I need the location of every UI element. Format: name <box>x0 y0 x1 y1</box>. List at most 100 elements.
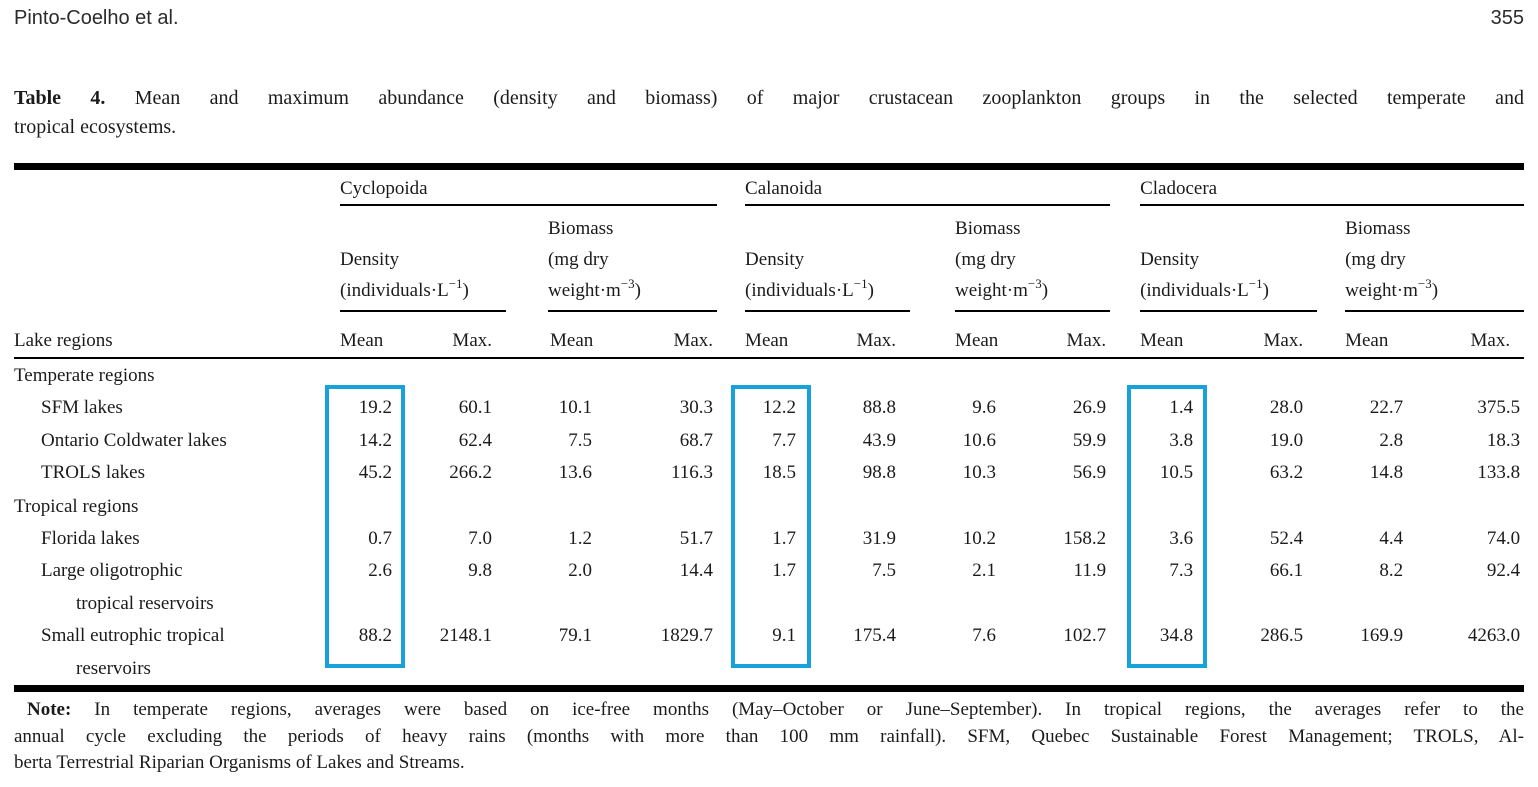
biomass-header: Biomass (mg dry weight·m−3) <box>548 213 718 312</box>
mean-column-header: Mean <box>340 330 384 351</box>
cell-value: 1.7 <box>772 527 797 549</box>
mean-column-header: Mean <box>550 330 594 351</box>
cell-value: 14.2 <box>358 429 392 451</box>
cell-value: 62.4 <box>458 429 492 451</box>
cell-value: 1829.7 <box>660 625 714 646</box>
cell-value: 13.6 <box>558 462 592 483</box>
cell-value: 56.9 <box>1072 462 1107 483</box>
biomass-label: Biomass <box>1345 218 1411 239</box>
cell-value: 98.8 <box>862 462 897 483</box>
cell-value: 10.6 <box>962 429 997 451</box>
cell-value: 116.3 <box>671 462 714 483</box>
cell-value: 79.1 <box>558 625 592 646</box>
note-line1-text: In temperate regions, averages were base… <box>71 699 1524 720</box>
table-row: Small eutrophic tropical reservoirs 88.2 21… <box>14 620 1524 685</box>
biomass-header: Biomass (mg dry weight·m−3) <box>1345 213 1525 312</box>
cell-value: 10.3 <box>962 462 997 483</box>
cell-value: 22.7 <box>1369 397 1404 418</box>
cell-value: 19.0 <box>1269 429 1304 451</box>
cell-value: 266.2 <box>449 462 492 483</box>
cell-value: 2.0 <box>568 560 592 581</box>
biomass-unit-post: ) <box>1041 280 1049 301</box>
cell-value: 1.2 <box>568 527 592 549</box>
mean-column-header: Mean <box>1140 330 1184 351</box>
cell-value: 31.9 <box>862 527 897 549</box>
row-label: SFM lakes <box>14 392 340 425</box>
mean-column-header: Mean <box>955 330 999 351</box>
cell-value: 4263.0 <box>1467 625 1521 646</box>
cell-value: 19.2 <box>358 397 392 418</box>
biomass-unit-line1: (mg dry <box>548 249 609 270</box>
mean-column-header: Mean <box>745 330 789 351</box>
data-table: Cyclopoida Calanoida Cladocera Density (… <box>14 170 1525 685</box>
cell-value: 10.1 <box>558 397 592 418</box>
density-unit-exp: −1 <box>448 275 463 291</box>
row-label: Ontario Coldwater lakes <box>14 425 340 458</box>
biomass-header: Biomass (mg dry weight·m−3) <box>955 213 1111 312</box>
max-column-header: Max. <box>452 330 492 351</box>
highlight-box-cladocera-mean-density <box>1127 385 1207 668</box>
density-unit: (individuals·L−1) <box>1140 275 1317 306</box>
cell-value: 30.3 <box>679 397 714 418</box>
cell-value: 60.1 <box>458 397 492 418</box>
cell-value: 286.5 <box>1260 625 1304 646</box>
density-unit-pre: (individuals·L <box>745 280 854 301</box>
cell-value: 74.0 <box>1486 527 1521 549</box>
group-header-cladocera: Cladocera <box>1140 177 1525 206</box>
cell-value: 9.8 <box>468 560 492 581</box>
density-label: Density <box>745 249 805 270</box>
table-note: Note: In temperate regions, averages wer… <box>14 697 1524 777</box>
cell-value: 45.2 <box>358 462 392 483</box>
cell-value: 7.0 <box>468 527 492 549</box>
cell-value: 34.8 <box>1159 625 1194 646</box>
biomass-unit-pre: weight·m <box>955 280 1028 301</box>
row-label-line1: Florida lakes <box>41 527 140 549</box>
row-label-line2: tropical reservoirs <box>76 592 214 614</box>
section-label: Tropical regions <box>14 495 139 517</box>
cell-value: 63.2 <box>1269 462 1304 483</box>
cell-value: 92.4 <box>1486 560 1521 581</box>
cell-value: 26.9 <box>1072 397 1107 418</box>
row-label-line2: reservoirs <box>76 657 151 679</box>
cell-value: 7.3 <box>1169 560 1194 581</box>
note-line2: annual cycle excluding the periods of he… <box>14 725 1524 747</box>
density-unit-exp: −1 <box>1248 275 1263 291</box>
density-unit-exp: −1 <box>853 275 868 291</box>
density-unit-post: ) <box>1262 280 1269 301</box>
cell-value: 2.8 <box>1379 429 1404 451</box>
cell-value: 51.7 <box>679 527 714 549</box>
highlight-box-calanoida-mean-density <box>731 385 811 668</box>
biomass-unit-pre: weight·m <box>548 280 621 301</box>
cell-value: 7.5 <box>872 560 897 581</box>
table-row: Large oligotrophic tropical reservoirs 2.6… <box>14 555 1524 620</box>
note-line3: berta Terrestrial Riparian Organisms of … <box>14 752 465 773</box>
row-label-line1: TROLS lakes <box>41 462 145 483</box>
table-row: TROLS lakes 45.2 266.2 13.6 116.3 18.5 98.8 10.… <box>14 457 1524 490</box>
biomass-unit-line1: (mg dry <box>1345 249 1406 270</box>
cell-value: 10.2 <box>962 527 997 549</box>
max-column-header: Max. <box>1470 330 1511 351</box>
cell-value: 1.4 <box>1169 397 1194 418</box>
running-head: Pinto-Coelho et al. 355 <box>14 7 1524 30</box>
cell-value: 175.4 <box>853 625 897 646</box>
caption-line1: Table 4. Mean and maximum abundance (den… <box>14 84 1524 113</box>
caption-table-label: Table 4. <box>14 87 106 109</box>
biomass-unit-line2: weight·m−3) <box>548 275 717 306</box>
section-label: Temperate regions <box>14 365 155 386</box>
data-table-container: Cyclopoida Calanoida Cladocera Density (… <box>14 163 1525 692</box>
biomass-unit-exp: −3 <box>1027 275 1042 291</box>
cell-value: 10.5 <box>1159 462 1194 483</box>
max-column-header: Max. <box>856 330 897 351</box>
caption-line2: tropical ecosystems. <box>14 116 177 138</box>
cell-value: 14.8 <box>1369 462 1404 483</box>
empty-corner-cell <box>14 170 340 206</box>
row-label: Florida lakes <box>14 523 340 556</box>
max-column-header: Max. <box>673 330 714 351</box>
row-label-line1: Ontario Coldwater lakes <box>41 429 227 451</box>
biomass-label: Biomass <box>955 218 1021 239</box>
table-row: Ontario Coldwater lakes 14.2 62.4 7.5 68.7 7.… <box>14 425 1524 458</box>
biomass-unit-line1: (mg dry <box>955 249 1016 270</box>
cell-value: 7.6 <box>972 625 997 646</box>
note-line1: Note: In temperate regions, averages wer… <box>14 697 1524 724</box>
section-row: Temperate regions <box>14 358 1524 392</box>
